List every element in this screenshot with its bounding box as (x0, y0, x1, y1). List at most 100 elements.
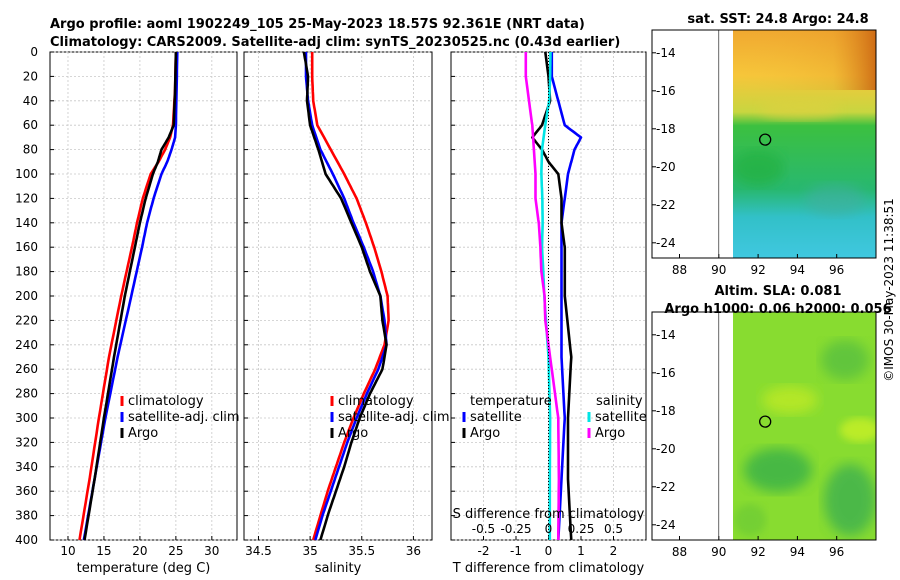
map-y-tick-label: -16 (656, 366, 676, 380)
y-tick-label: 340 (15, 460, 38, 474)
y-tick-label: 360 (15, 484, 38, 498)
legend-label: satellite-adj. clim (128, 410, 240, 425)
sla-patch (821, 340, 869, 380)
x-axis-label: temperature (deg C) (77, 561, 211, 576)
y-tick-label: 220 (15, 313, 38, 327)
legend-title-salinity: salinity (596, 394, 643, 409)
sla-patch (762, 386, 818, 414)
s-tick-label: -0.25 (500, 522, 531, 536)
sla-map-title-line1: Altim. SLA: 0.081 (715, 284, 842, 299)
y-tick-label: 400 (15, 533, 38, 547)
figure-title-line1: Argo profile: aoml 1902249_105 25-May-20… (50, 17, 585, 32)
difference-panel: -2 -1 0 1 2 T difference from climatology -0.5… (450, 51, 647, 576)
argo-position-marker (759, 415, 772, 428)
y-tick-label: 100 (15, 167, 38, 181)
series-line-climatology (310, 52, 390, 541)
y-tick-label: 300 (15, 411, 38, 425)
figure-title-line2: Climatology: CARS2009. Satellite-adj cli… (50, 35, 620, 50)
y-tick-label: 60 (23, 118, 38, 132)
sst-patch (760, 100, 840, 120)
map-y-tick-label: -22 (656, 198, 676, 212)
map-y-tick-label: -20 (656, 160, 676, 174)
legend-label: satellite (470, 410, 522, 425)
map-x-tick-label: 94 (790, 263, 805, 277)
argo-position-marker (759, 133, 772, 146)
map-x-tick-label: 92 (750, 545, 765, 559)
legend-label: Argo (338, 426, 368, 441)
series-line-argo (302, 51, 388, 541)
map-x-tick-label: 88 (672, 545, 687, 559)
y-tick-label: 260 (15, 362, 38, 376)
y-tick-label: 240 (15, 338, 38, 352)
temperature-panel: 10 15 20 25 30 temperature (deg C) 0 20 40 60 80 10… (15, 45, 240, 576)
map-x-tick-label: 94 (790, 545, 805, 559)
legend-label: satellite (595, 410, 647, 425)
y-tick-label: 320 (15, 435, 38, 449)
sst-warm-band (733, 30, 876, 90)
map-y-tick-label: -14 (656, 328, 676, 342)
legend-label: satellite-adj. clim (338, 410, 450, 425)
salinity-panel: 34.5 35 35.5 36 salinity climatologysatellite… (243, 51, 450, 576)
map-y-tick-label: -24 (656, 518, 676, 532)
legend-title-temperature: temperature (470, 394, 552, 409)
sla-map-title-line2: Argo h1000: 0.06 h2000: 0.056 (664, 302, 891, 317)
s-tick-label: -0.5 (472, 522, 495, 536)
s-tick-label: 0.5 (604, 522, 623, 536)
sla-map-patches (734, 340, 876, 536)
x-tick-label: 34.5 (245, 544, 272, 558)
x-tick-label: 20 (132, 544, 147, 558)
map-x-tick-label: 90 (711, 545, 726, 559)
y-tick-label: 200 (15, 289, 38, 303)
y-tick-label: 140 (15, 216, 38, 230)
sst-patch (733, 150, 784, 186)
sst-map: 88 90 92 94 96 -14 -16 -18 -20 -22 -24 (651, 29, 877, 277)
y-tick-label: 80 (23, 143, 38, 157)
series-line-argo (83, 51, 178, 541)
sst-patch (805, 184, 865, 216)
x-axis-label: T difference from climatology (452, 561, 645, 576)
y-tick-label: 380 (15, 509, 38, 523)
x-tick-label: 2 (610, 544, 618, 558)
y-tick-label: 180 (15, 265, 38, 279)
legend-label: Argo (470, 426, 500, 441)
map-y-tick-label: -22 (656, 480, 676, 494)
map-x-tick-label: 96 (829, 545, 844, 559)
y-tick-label: 120 (15, 191, 38, 205)
legend-label: Argo (128, 426, 158, 441)
map-x-tick-label: 92 (750, 263, 765, 277)
sla-patch (744, 448, 812, 492)
legend-label: climatology (338, 394, 414, 409)
legend-label: Argo (595, 426, 625, 441)
map-x-tick-label: 90 (711, 263, 726, 277)
x-tick-label: 25 (168, 544, 183, 558)
x-tick-label: 35.5 (348, 544, 375, 558)
x-tick-label: 15 (96, 544, 111, 558)
x-tick-label: 35 (302, 544, 317, 558)
x-tick-label: 36 (406, 544, 421, 558)
x-tick-label: 1 (577, 544, 585, 558)
map-y-tick-label: -24 (656, 236, 676, 250)
series-line-temperature-satellite (550, 52, 583, 541)
map-y-tick-label: -20 (656, 442, 676, 456)
map-y-tick-label: -16 (656, 84, 676, 98)
sla-patch (824, 464, 876, 536)
x-tick-label: -1 (510, 544, 522, 558)
y-tick-label: 160 (15, 240, 38, 254)
map-y-tick-label: -18 (656, 122, 676, 136)
y-tick-label: 280 (15, 387, 38, 401)
sla-patch (840, 418, 876, 442)
series-line-salinity-argo (524, 52, 561, 540)
sla-map: 88 90 92 94 96 -14 -16 -18 -20 -22 -24 (651, 311, 877, 559)
y-tick-label: 20 (23, 69, 38, 83)
sst-map-patches (733, 30, 876, 216)
x-tick-label: 10 (60, 544, 75, 558)
series-line-salinity-satellite (540, 51, 552, 540)
x-tick-label: 30 (204, 544, 219, 558)
s-tick-label: 0 (545, 522, 553, 536)
x-axis-label: salinity (315, 561, 362, 576)
y-tick-label: 0 (30, 45, 38, 59)
s-tick-label: 0.25 (568, 522, 595, 536)
map-x-tick-label: 88 (672, 263, 687, 277)
y-tick-label: 40 (23, 94, 38, 108)
